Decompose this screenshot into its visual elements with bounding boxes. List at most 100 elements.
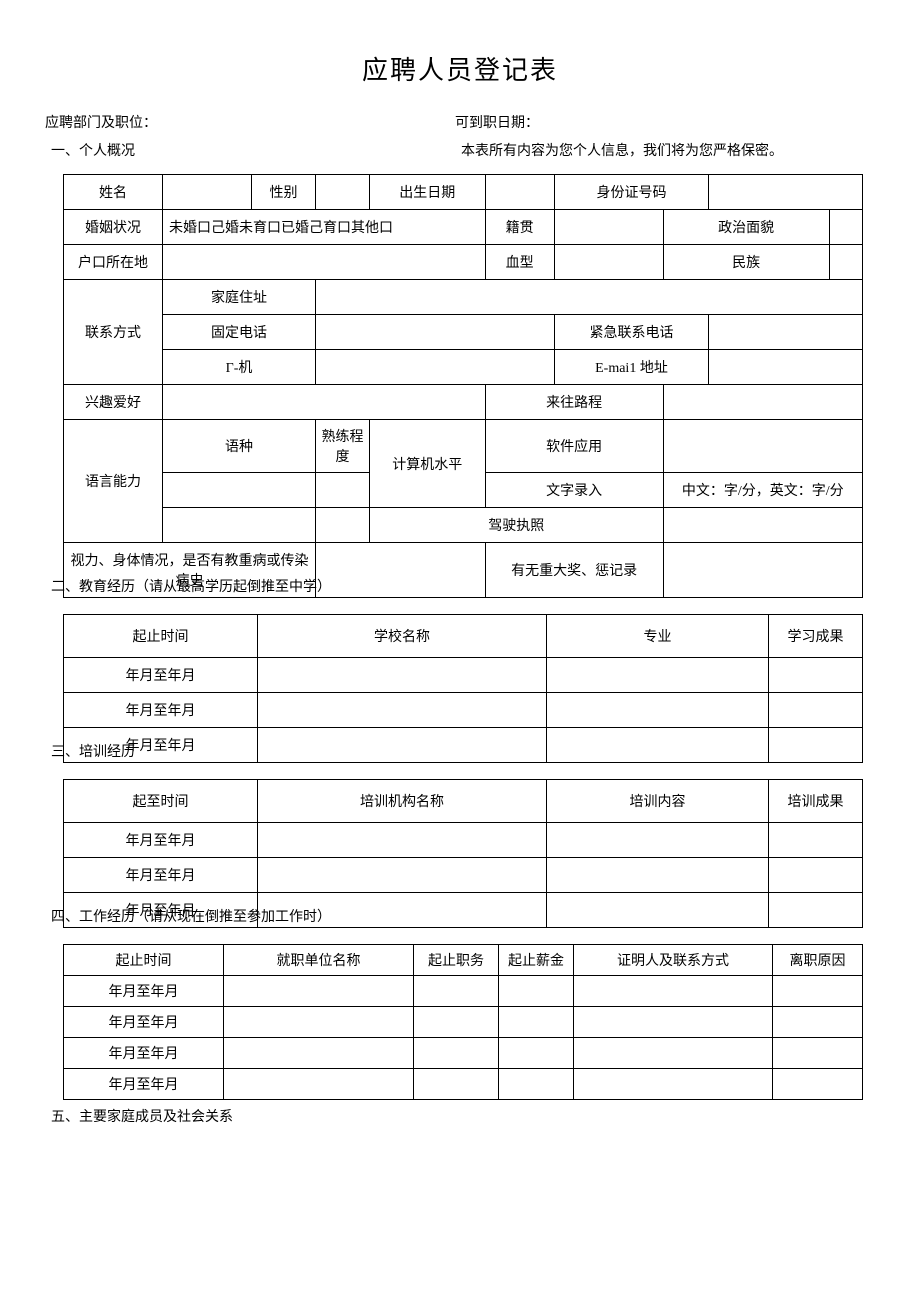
cell [499,1007,574,1038]
cell [499,1038,574,1069]
cell [769,658,863,693]
cell [574,1038,773,1069]
cell [773,976,863,1007]
label-homeaddr: 家庭住址 [163,280,316,315]
row-time: 年月至年月 [64,658,258,693]
work-table: 起止时间 就职单位名称 起止职务 起止薪金 证明人及联系方式 离职原因 年月至年… [63,944,863,1100]
cell [829,245,862,280]
cell [163,245,486,280]
cell [163,473,316,508]
section2-heading: 二、教育经历（请从最高学历起倒推至中学） [45,576,875,596]
cell [316,350,555,385]
cell [316,508,370,543]
cell [709,350,863,385]
section1-header: 一、个人概况 本表所有内容为您个人信息，我们将为您严格保密。 [45,140,875,166]
col-school: 学校名称 [258,615,547,658]
label-idnumber: 身份证号码 [554,175,709,210]
cell [547,858,769,893]
cell [316,473,370,508]
cell [224,1007,414,1038]
cell [547,823,769,858]
row-time: 年月至年月 [64,976,224,1007]
row-time: 年月至年月 [64,858,258,893]
label-typing: 文字录入 [485,473,663,508]
cell [663,385,862,420]
label-language: 语言能力 [64,420,163,543]
cell [773,1038,863,1069]
col-time: 起止时间 [64,945,224,976]
section4-heading: 四、工作经历（请从现在倒推至参加工作时） [45,906,875,926]
label-marital: 婚姻状况 [64,210,163,245]
row-time: 年月至年月 [64,823,258,858]
label-gender: 性别 [252,175,316,210]
cell [574,976,773,1007]
cell [414,1038,499,1069]
label-landline: 固定电话 [163,315,316,350]
col-reference: 证明人及联系方式 [574,945,773,976]
cell [499,1069,574,1100]
label-hobbies: 兴趣爱好 [64,385,163,420]
section1-note: 本表所有内容为您个人信息，我们将为您严格保密。 [461,140,875,166]
header-row: 应聘部门及职位： 可到职日期： [45,112,875,132]
section3-heading: 三、培训经历 [45,741,875,761]
cell [316,280,863,315]
row-time: 年月至年月 [64,1038,224,1069]
col-position: 起止职务 [414,945,499,976]
cell [554,210,663,245]
cell [773,1007,863,1038]
col-salary: 起止薪金 [499,945,574,976]
cell [769,823,863,858]
col-org: 培训机构名称 [258,780,547,823]
cell [414,1007,499,1038]
label-contact: 联系方式 [64,280,163,385]
col-time: 起止时间 [64,615,258,658]
label-software: 软件应用 [485,420,663,473]
cell [258,658,547,693]
label-commute: 来往路程 [485,385,663,420]
marital-options: 未婚口己婚未育口已婚己育口其他口 [163,210,486,245]
label-emergency: 紧急联系电话 [554,315,709,350]
cell [709,315,863,350]
label-ethnicity: 民族 [663,245,829,280]
cell [316,315,555,350]
col-result: 学习成果 [769,615,863,658]
cell [829,210,862,245]
cell [554,245,663,280]
label-computer: 计算机水平 [370,420,486,508]
label-langtype: 语种 [163,420,316,473]
cell [163,175,252,210]
cell [769,693,863,728]
cell [485,175,554,210]
cell [258,693,547,728]
cell [258,823,547,858]
cell [258,858,547,893]
cell [773,1069,863,1100]
personal-info-table: 姓名 性别 出生日期 身份证号码 婚姻状况 未婚口己婚未育口已婚己育口其他口 籍… [63,174,863,598]
label-residence: 户口所在地 [64,245,163,280]
cell [163,385,486,420]
cell [414,976,499,1007]
cell [499,976,574,1007]
col-content: 培训内容 [547,780,769,823]
department-label: 应聘部门及职位： [45,112,455,132]
cell [163,508,316,543]
label-native: 籍贯 [485,210,554,245]
row-time: 年月至年月 [64,693,258,728]
cell [663,420,862,473]
col-result: 培训成果 [769,780,863,823]
cell [547,693,769,728]
typing-value: 中文：字/分，英文：字/分 [663,473,862,508]
cell [224,976,414,1007]
col-employer: 就职单位名称 [224,945,414,976]
row-time: 年月至年月 [64,1007,224,1038]
cell [547,658,769,693]
cell [574,1007,773,1038]
cell [709,175,863,210]
label-email: E-mai1 地址 [554,350,709,385]
col-major: 专业 [547,615,769,658]
label-proficiency: 熟练程度 [316,420,370,473]
label-political: 政治面貌 [663,210,829,245]
col-reason: 离职原因 [773,945,863,976]
cell [414,1069,499,1100]
cell [663,508,862,543]
